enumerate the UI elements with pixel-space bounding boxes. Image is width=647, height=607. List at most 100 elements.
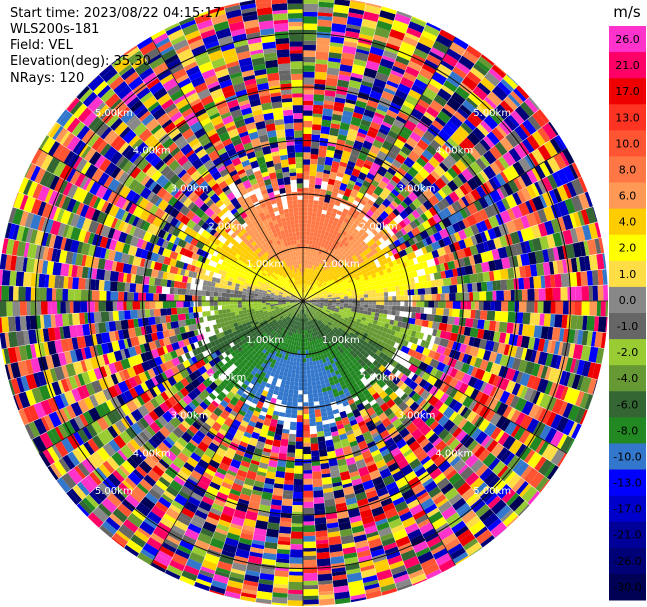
velocity-cell bbox=[428, 206, 438, 217]
velocity-cell bbox=[502, 151, 516, 167]
velocity-cell bbox=[363, 249, 369, 256]
velocity-cell bbox=[538, 288, 546, 301]
velocity-cell bbox=[449, 284, 458, 294]
velocity-cell bbox=[329, 216, 335, 222]
velocity-cell bbox=[389, 144, 402, 156]
velocity-cell bbox=[437, 129, 451, 143]
velocity-cell bbox=[355, 225, 362, 232]
velocity-cell bbox=[303, 211, 308, 216]
velocity-cell bbox=[280, 438, 289, 447]
velocity-cell bbox=[351, 213, 359, 220]
velocity-cell bbox=[360, 297, 365, 301]
velocity-cell bbox=[410, 17, 427, 28]
velocity-cell bbox=[306, 293, 310, 298]
velocity-cell bbox=[303, 595, 319, 600]
velocity-cell bbox=[408, 21, 425, 33]
velocity-cell bbox=[320, 286, 325, 290]
velocity-cell bbox=[537, 144, 552, 161]
velocity-cell bbox=[364, 222, 371, 229]
velocity-cell bbox=[531, 130, 546, 147]
velocity-cell bbox=[303, 382, 308, 387]
velocity-cell bbox=[416, 294, 421, 301]
velocity-cell bbox=[303, 223, 307, 228]
velocity-cell bbox=[466, 71, 482, 85]
velocity-cell bbox=[403, 159, 413, 169]
velocity-cell bbox=[562, 148, 575, 165]
velocity-cell bbox=[443, 171, 454, 182]
velocity-cell bbox=[309, 281, 312, 286]
velocity-cell bbox=[400, 76, 414, 89]
velocity-cell bbox=[309, 264, 313, 269]
velocity-cell bbox=[466, 132, 481, 146]
velocity-cell bbox=[309, 413, 316, 419]
velocity-cell bbox=[398, 130, 411, 140]
velocity-cell bbox=[317, 272, 321, 277]
velocity-cell bbox=[362, 255, 368, 261]
velocity-cell bbox=[359, 228, 366, 235]
velocity-cell bbox=[400, 301, 405, 307]
velocity-cell bbox=[393, 19, 409, 29]
velocity-cell bbox=[320, 251, 325, 256]
velocity-cell bbox=[428, 294, 432, 301]
velocity-cell bbox=[289, 571, 303, 576]
velocity-cell bbox=[438, 63, 452, 75]
velocity-cell bbox=[353, 209, 361, 216]
velocity-cell bbox=[331, 234, 337, 240]
velocity-cell bbox=[286, 456, 295, 461]
velocity-cell bbox=[341, 255, 347, 261]
velocity-cell bbox=[395, 203, 406, 214]
velocity-cell bbox=[307, 268, 310, 273]
velocity-cell bbox=[291, 523, 303, 528]
velocity-cell bbox=[306, 294, 310, 298]
velocity-cell bbox=[326, 74, 339, 80]
velocity-cell bbox=[306, 264, 309, 269]
velocity-cell bbox=[419, 94, 433, 105]
velocity-cell bbox=[318, 448, 328, 457]
velocity-cell bbox=[309, 292, 314, 296]
velocity-cell bbox=[581, 301, 590, 316]
velocity-cell bbox=[335, 261, 341, 267]
velocity-cell bbox=[464, 265, 474, 275]
velocity-cell bbox=[416, 157, 427, 168]
velocity-cell bbox=[425, 227, 435, 237]
velocity-cell bbox=[305, 342, 308, 347]
velocity-cell bbox=[320, 185, 328, 190]
velocity-cell bbox=[331, 247, 337, 253]
velocity-cell bbox=[305, 293, 309, 297]
velocity-cell bbox=[303, 541, 316, 549]
velocity-cell bbox=[382, 50, 398, 60]
velocity-cell bbox=[423, 307, 429, 314]
velocity-cell bbox=[367, 52, 383, 64]
velocity-cell bbox=[360, 119, 372, 127]
velocity-cell bbox=[303, 535, 316, 542]
velocity-cell bbox=[316, 271, 320, 276]
velocity-cell bbox=[368, 297, 373, 301]
velocity-cell bbox=[447, 204, 456, 215]
velocity-cell bbox=[452, 66, 468, 79]
velocity-cell bbox=[373, 34, 388, 44]
velocity-cell bbox=[362, 114, 373, 123]
velocity-cell bbox=[339, 64, 353, 73]
velocity-cell bbox=[307, 207, 313, 213]
velocity-cell bbox=[320, 133, 330, 139]
velocity-cell bbox=[354, 246, 361, 252]
velocity-cell bbox=[304, 275, 306, 280]
velocity-cell bbox=[440, 197, 450, 208]
velocity-cell bbox=[510, 289, 515, 301]
velocity-cell bbox=[312, 240, 316, 245]
velocity-cell bbox=[402, 216, 411, 226]
velocity-cell bbox=[339, 161, 348, 168]
velocity-cell bbox=[444, 140, 456, 152]
velocity-cell bbox=[315, 376, 320, 382]
velocity-cell bbox=[329, 271, 334, 277]
velocity-cell bbox=[357, 237, 364, 244]
velocity-cell bbox=[352, 199, 360, 207]
velocity-cell bbox=[480, 281, 488, 292]
velocity-cell bbox=[552, 287, 561, 301]
velocity-cell bbox=[356, 268, 362, 274]
velocity-cell bbox=[450, 276, 458, 286]
velocity-cell bbox=[419, 307, 425, 314]
velocity-cell bbox=[339, 265, 345, 270]
velocity-cell bbox=[430, 47, 446, 59]
velocity-cell bbox=[327, 450, 337, 459]
